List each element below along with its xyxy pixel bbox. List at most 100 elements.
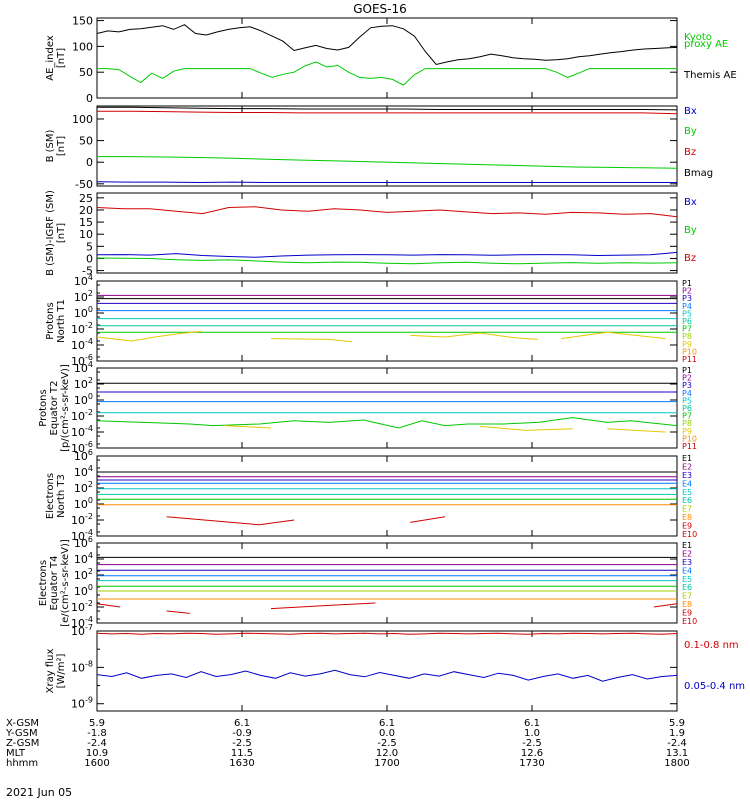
panel-6-ylabel: North T3 bbox=[56, 474, 67, 518]
panel-6-legend-entry: E5 bbox=[682, 488, 692, 497]
panel-7-flux-segment bbox=[653, 603, 678, 608]
panel-4-flux-segment bbox=[270, 338, 353, 343]
panel-6-legend-entry: E7 bbox=[682, 505, 692, 514]
x-axis-value: -2.5 bbox=[522, 738, 542, 749]
x-axis-row-label: Y-GSM bbox=[5, 728, 38, 739]
plot-title: GOES-16 bbox=[353, 2, 407, 16]
panel-2-ytick-label: 100 bbox=[72, 113, 93, 126]
panel-5-ytick-label: 100 bbox=[74, 392, 93, 407]
x-axis-value: 12.0 bbox=[376, 748, 398, 759]
panel-7-ytick-label: 102 bbox=[74, 567, 93, 582]
x-axis-value: -2.4 bbox=[667, 738, 687, 749]
panel-5-frame bbox=[96, 367, 678, 449]
panel-6-ytick-label: 104 bbox=[74, 464, 93, 479]
panel-5-ytick-label: 10-4 bbox=[71, 424, 93, 439]
x-axis-value: 6.1 bbox=[379, 718, 395, 729]
panel-2-ytick-label: 0 bbox=[86, 156, 93, 169]
panel-4-ytick-label: 104 bbox=[74, 273, 93, 288]
panel-3-ylabel: B (SM)-IGRF (SM) bbox=[45, 190, 56, 276]
panel-4-ytick-label: 102 bbox=[74, 289, 93, 304]
panel-7-legend-entry: E4 bbox=[682, 566, 692, 575]
x-axis-value: -2.4 bbox=[87, 738, 107, 749]
x-axis-value: 1700 bbox=[374, 758, 399, 769]
panel-4-flux-segment bbox=[410, 332, 538, 340]
panel-3-ytick-label: 5 bbox=[86, 240, 93, 253]
panel-7-legend-entry: E6 bbox=[682, 583, 692, 592]
panel-6-flux-segment bbox=[166, 516, 295, 526]
panel-5-legend-entry: P11 bbox=[682, 442, 697, 451]
panel-4-legend-entry: P9 bbox=[682, 340, 692, 349]
panel-3-ytick-label: 20 bbox=[79, 204, 93, 217]
x-axis-value: 5.9 bbox=[669, 718, 685, 729]
x-axis-value: 1800 bbox=[664, 758, 689, 769]
panel-2-series-2 bbox=[97, 156, 678, 169]
panel-8-series-2 bbox=[96, 669, 678, 682]
panel-1-ylabel: [nT] bbox=[56, 48, 67, 68]
panel-7-legend-entry: E9 bbox=[682, 609, 692, 618]
panel-5-legend-entry: P3 bbox=[682, 381, 692, 390]
panel-8-ytick-label: 10-9 bbox=[71, 696, 93, 711]
panel-5-legend-entry: P1 bbox=[682, 366, 692, 375]
panel-4-legend-entry: P4 bbox=[682, 302, 692, 311]
panel-2-legend-entry: Bx bbox=[684, 106, 697, 117]
panel-5-ylabel: Equator T2 bbox=[49, 381, 60, 436]
panel-6-ytick-label: 100 bbox=[74, 496, 93, 511]
panel-7-legend-entry: E8 bbox=[682, 600, 692, 609]
panel-7-ytick-label: 10-2 bbox=[71, 599, 93, 614]
panel-6-legend-entry: E8 bbox=[682, 513, 692, 522]
panel-5-legend-entry: P10 bbox=[682, 434, 697, 443]
panel-2-legend-entry: Bmag bbox=[684, 168, 713, 179]
panel-7-ylabel: Equator T4 bbox=[49, 556, 60, 611]
panel-6-frame bbox=[96, 455, 678, 537]
panel-6-legend-entry: E3 bbox=[682, 471, 692, 480]
panel-3-legend-entry: Bz bbox=[684, 253, 696, 264]
panel-5-ylabel: Protons bbox=[38, 389, 49, 426]
panel-1-ytick-label: 100 bbox=[72, 40, 93, 53]
panel-7-ytick-label: 100 bbox=[74, 583, 93, 598]
panel-7-legend-entry: E7 bbox=[682, 592, 692, 601]
panel-8-ylabel: [W/m²] bbox=[56, 653, 67, 688]
panel-2-series-3 bbox=[97, 110, 678, 115]
panel-6-legend-entry: E1 bbox=[682, 454, 692, 463]
panel-6-legend-entry: E2 bbox=[682, 462, 692, 471]
x-axis-value: 5.9 bbox=[89, 718, 105, 729]
panel-6-legend-entry: E9 bbox=[682, 522, 692, 531]
panel-4-ytick-label: 10-2 bbox=[71, 321, 93, 336]
panel-1-ylabel: AE_index bbox=[45, 35, 56, 81]
panel-7-legend-entry: E3 bbox=[682, 558, 692, 567]
panel-7-ylabel: [e/(cm²-s-sr-keV)] bbox=[60, 539, 71, 627]
panel-7-ytick-label: 106 bbox=[74, 535, 93, 550]
panel-6-legend-entry: E10 bbox=[682, 530, 697, 539]
panel-2-legend-entry: By bbox=[684, 126, 697, 137]
panel-8-ytick-label: 10-8 bbox=[71, 659, 93, 674]
panel-2-series-4 bbox=[97, 106, 678, 111]
x-axis-value: -1.8 bbox=[87, 728, 107, 739]
panel-6-legend-entry: E6 bbox=[682, 496, 692, 505]
panel-3-ytick-label: 25 bbox=[79, 192, 93, 205]
panel-6-ytick-label: 102 bbox=[74, 480, 93, 495]
x-axis-value: 12.6 bbox=[521, 748, 543, 759]
panel-7-flux-segment bbox=[270, 602, 376, 610]
panel-5-legend-entry: P7 bbox=[682, 412, 692, 421]
x-axis-row-label: MLT bbox=[6, 748, 26, 759]
panel-8-frame bbox=[96, 630, 678, 712]
x-axis-value: -0.9 bbox=[232, 728, 252, 739]
panel-7-legend-entry: E1 bbox=[682, 541, 692, 550]
panel-8-legend-entry: 0.1-0.8 nm bbox=[684, 640, 739, 651]
panel-5-legend-entry: P8 bbox=[682, 419, 692, 428]
panel-4-ylabel: North T1 bbox=[56, 299, 67, 343]
panel-8-series-1 bbox=[96, 632, 678, 635]
panel-5-flux-segment bbox=[96, 417, 678, 429]
panel-3-ytick-label: 15 bbox=[79, 216, 93, 229]
panel-7-legend-entry: E10 bbox=[682, 617, 697, 626]
panel-7-ytick-label: 104 bbox=[74, 551, 93, 566]
panel-5-ylabel: [p/(cm²-s-sr-keV)] bbox=[60, 364, 71, 452]
x-axis-value: -2.5 bbox=[232, 738, 252, 749]
panel-4-ytick-label: 100 bbox=[74, 305, 93, 320]
x-axis-value: 10.9 bbox=[86, 748, 108, 759]
panel-7-flux-segment bbox=[166, 610, 190, 614]
panel-2-ytick-label: 50 bbox=[79, 135, 93, 148]
panel-3-series-1 bbox=[96, 251, 678, 258]
panel-4-flux-segment bbox=[560, 331, 666, 340]
panel-5-flux-segment bbox=[607, 428, 666, 433]
